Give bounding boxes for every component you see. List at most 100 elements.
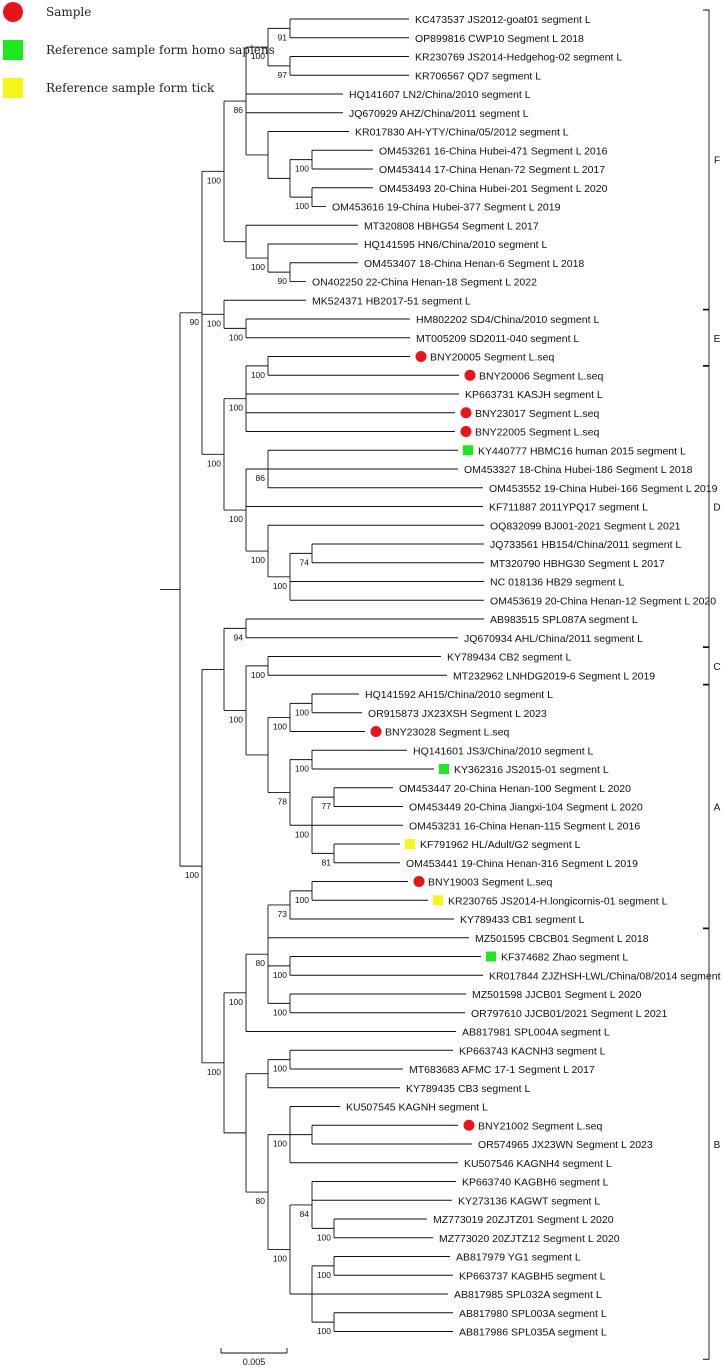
clade-label-A: A [714, 803, 721, 814]
bootstrap-value: 100 [251, 670, 265, 680]
clade-bracket-E [703, 309, 710, 366]
leaf-label: HQ141595 HN6/China/2010 segment L [364, 239, 547, 251]
bootstrap-labels: 90 100 86 100 91 97 100 100 100 90 100 100 100 100 100… [185, 32, 331, 1336]
leaf-label: AB817985 SPL032A segment L [454, 1289, 602, 1301]
leaf-label: OM453449 20-China Jiangxi-104 Segment L … [409, 802, 643, 814]
leaf-label: MZ773020 20ZJTZ12 Segment L 2020 [439, 1233, 620, 1245]
clade-bracket-F [703, 9, 710, 310]
bootstrap-value: 90 [278, 276, 288, 286]
leaf-label: BNY23017 Segment L.seq [475, 408, 599, 420]
leaf-label: KC473537 JS2012-goat01 segment L [415, 14, 591, 26]
leaf-label: KF374682 Zhao segment L [501, 952, 628, 964]
clade-label-C: C [713, 662, 720, 673]
leaf-label: KP663743 KACNH3 segment L [459, 1045, 606, 1057]
leaf-label: MT320808 HBHG54 Segment L 2017 [364, 220, 539, 232]
leaf-label: KR017844 ZJZHSH-LWL/China/08/2014 segmen… [489, 970, 724, 982]
leaf-label: KU507546 KAGNH4 segment L [464, 1158, 612, 1170]
bootstrap-value: 91 [278, 32, 288, 42]
leaf-label: BNY20005 Segment L.seq [430, 352, 554, 364]
sample-marker-icon [370, 726, 382, 737]
leaf-label: BNY22005 Segment L.seq [475, 427, 599, 439]
leaf-label: OM453231 16-China Henan-115 Segment L 20… [409, 820, 640, 832]
leaf-label: MT232962 LNHDG2019-6 Segment L 2019 [453, 670, 655, 682]
bootstrap-value: 100 [295, 201, 309, 211]
leaf-label: OM453493 20-China Hubei-201 Segment L 20… [379, 183, 608, 195]
bootstrap-value: 100 [229, 403, 243, 413]
bootstrap-value: 100 [295, 829, 309, 839]
legend-marker-0 [3, 2, 23, 22]
bootstrap-value: 100 [317, 1232, 331, 1242]
clade-label-B: B [714, 1140, 721, 1151]
clade-label-D: D [713, 503, 720, 514]
bootstrap-value: 94 [234, 632, 244, 642]
leaf-label: KY789433 CB1 segment L [460, 914, 584, 926]
bootstrap-value: 100 [185, 870, 199, 880]
leaf-label: MZ773019 20ZJTZ01 Segment L 2020 [433, 1214, 614, 1226]
bootstrap-value: 100 [273, 721, 287, 731]
leaf-label: OR797610 JJCB01/2021 Segment L 2021 [471, 1008, 667, 1020]
clade-bracket-A [703, 684, 710, 929]
leaf-label: AB817979 YG1 segment L [456, 1252, 581, 1264]
bootstrap-value: 100 [295, 895, 309, 905]
tick-marker-icon [405, 839, 415, 849]
homo-sapiens-marker-icon [486, 951, 496, 962]
sample-marker-icon [460, 407, 472, 419]
clade-label-E: E [714, 334, 721, 345]
leaf-label: JQ670934 AHL/China/2011 segment L [464, 633, 643, 645]
tree-branches [160, 18, 484, 1332]
legend-marker-1 [3, 40, 23, 60]
leaf-label: OM453441 19-China Henan-316 Segment L 20… [406, 858, 638, 870]
leaf-label: OM453407 18-China Henan-6 Segment L 2018 [364, 258, 584, 270]
bootstrap-value: 78 [278, 796, 288, 806]
leaf-label: JQ733561 HB154/China/2011 segment L [490, 539, 681, 551]
leaf-label: BNY21002 Segment L.seq [478, 1120, 602, 1132]
leaf-label: KR706567 QD7 segment L [415, 70, 541, 82]
leaf-label: MZ501598 JJCB01 Segment L 2020 [472, 989, 642, 1001]
leaf-label: OP899816 CWP10 Segment L 2018 [415, 33, 584, 45]
leaf-label: KR230769 JS2014-Hedgehog-02 segment L [415, 52, 622, 64]
homo-sapiens-marker-icon [439, 764, 449, 774]
bootstrap-value: 90 [190, 317, 200, 327]
leaf-label: OR574965 JX23WN Segment L 2023 [478, 1139, 653, 1151]
bootstrap-value: 73 [278, 909, 288, 919]
leaf-label: OM453552 19-China Hubei-166 Segment L 20… [489, 483, 718, 495]
legend-label-1: Reference sample form homo sapiens [46, 43, 275, 57]
bootstrap-value: 100 [229, 997, 243, 1007]
leaf-label: MT005209 SD2011-040 segment L [416, 333, 579, 345]
bootstrap-value: 100 [207, 318, 221, 328]
leaf-label: MK524371 HB2017-51 segment L [312, 295, 471, 307]
clade-bracket-C [703, 647, 710, 685]
sample-marker-icon [463, 1119, 475, 1131]
bootstrap-value: 100 [295, 164, 309, 174]
bootstrap-value: 77 [322, 801, 332, 811]
sample-marker-icon [415, 351, 427, 362]
leaf-label: OM453261 16-China Hubei-471 Segment L 20… [379, 145, 608, 157]
leaf-label: KF711887 2011YPQ17 segment L [489, 502, 648, 514]
bootstrap-value: 84 [300, 1209, 310, 1219]
leaf-label: KY362316 JS2015-01 segment L [454, 764, 609, 776]
scale-bar: 0.005 [220, 1348, 288, 1367]
leaf-label: KF791962 HL/Adult/G2 segment L [420, 839, 581, 851]
bootstrap-value: 81 [322, 857, 332, 867]
clade-bracket-B [703, 928, 710, 1360]
bootstrap-value: 80 [256, 958, 266, 968]
bootstrap-value: 100 [207, 175, 221, 185]
bootstrap-value: 100 [295, 764, 309, 774]
bootstrap-value: 100 [229, 514, 243, 524]
clade-label-F: F [714, 156, 720, 167]
bootstrap-value: 100 [229, 332, 243, 342]
leaf-label: BNY23028 Segment L.seq [385, 727, 509, 739]
leaf-label: KP663740 KAGBH6 segment L [462, 1177, 609, 1189]
leaf-label: KY440777 HBMC16 human 2015 segment L [478, 445, 686, 457]
leaf-label: MT683683 AFMC 17-1 Segment L 2017 [409, 1064, 595, 1076]
leaf-label: OR915873 JX23XSH Segment L 2023 [368, 708, 547, 720]
leaf-label: KY789434 CB2 segment L [447, 652, 571, 664]
leaf-label: KR230765 JS2014-H.longicornis-01 segment… [448, 895, 668, 907]
bootstrap-value: 97 [278, 70, 288, 80]
legend-marker-2 [3, 78, 23, 98]
leaf-label: AB983515 SPL087A segment L [490, 614, 638, 626]
clade-bracket-D [703, 365, 710, 648]
leaf-label: JQ670929 AHZ/China/2011 segment L [349, 108, 529, 120]
leaf-label: KP663731 KASJH segment L [465, 389, 603, 401]
tick-marker-icon [433, 895, 443, 906]
